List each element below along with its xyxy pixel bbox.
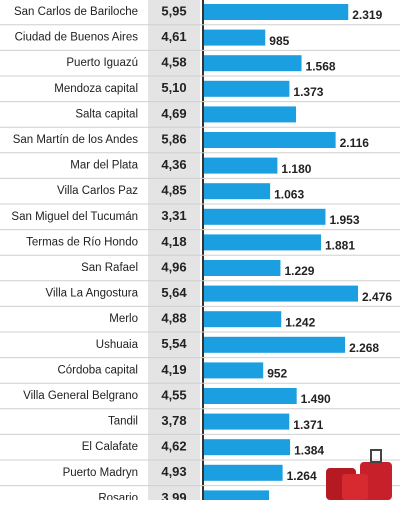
score: 4,55 <box>161 387 186 402</box>
bar <box>204 464 283 481</box>
value-label: 1.881 <box>325 239 355 253</box>
value-label: 1.229 <box>284 264 314 278</box>
bar <box>204 80 290 97</box>
score: 3,78 <box>161 413 186 428</box>
score: 3,99 <box>161 490 186 500</box>
bar <box>204 234 321 251</box>
bar <box>204 157 278 174</box>
value-label: 1.490 <box>301 392 331 406</box>
bar <box>204 336 346 353</box>
score: 5,86 <box>161 131 186 146</box>
value-label: 1.384 <box>294 443 324 457</box>
score: 4,18 <box>161 234 186 249</box>
value-label: 2.319 <box>352 8 382 22</box>
value-label: 985 <box>269 34 289 48</box>
city-name: Merlo <box>109 313 138 325</box>
city-name: Mar del Plata <box>70 160 138 172</box>
score: 5,64 <box>161 285 187 300</box>
city-name: Córdoba capital <box>57 364 138 376</box>
value-label: 2.268 <box>349 341 379 355</box>
score: 5,10 <box>161 80 186 95</box>
bar <box>204 4 349 20</box>
bar <box>204 388 297 404</box>
score: 4,85 <box>161 183 186 198</box>
score: 4,58 <box>161 55 186 70</box>
city-name: San Rafael <box>81 262 138 274</box>
city-name: San Martín de los Andes <box>13 134 139 146</box>
bar <box>204 285 359 302</box>
value-label: 1.264 <box>287 469 317 483</box>
bar <box>204 183 271 200</box>
bar <box>204 311 282 328</box>
city-name: Villa La Angostura <box>46 288 139 300</box>
value-label: 1.953 <box>329 213 359 227</box>
city-name: Tandil <box>108 416 138 428</box>
city-name: Ushuaia <box>96 339 139 351</box>
score: 4,62 <box>161 439 186 454</box>
city-name: Puerto Madryn <box>63 467 138 479</box>
city-name: Salta capital <box>75 108 138 120</box>
bar <box>204 413 290 430</box>
value-label: 2.116 <box>340 136 370 150</box>
bar <box>204 362 264 379</box>
value-label: 1.063 <box>274 187 304 201</box>
score: 4,88 <box>161 311 186 326</box>
score-column <box>148 0 200 500</box>
city-name: Villa Carlos Paz <box>57 185 138 197</box>
city-name: Termas de Río Hondo <box>26 236 138 248</box>
city-name: San Miguel del Tucumán <box>11 211 138 223</box>
city-name: Ciudad de Buenos Aires <box>15 32 139 44</box>
score: 5,95 <box>161 3 186 18</box>
score: 4,19 <box>161 362 186 377</box>
score: 4,36 <box>161 157 186 172</box>
city-name: Puerto Iguazú <box>66 57 138 69</box>
value-label: 1.242 <box>285 315 315 329</box>
rows: San Carlos de Bariloche 5,95 2.319 Ciudad d… <box>0 3 400 505</box>
value-label: 952 <box>267 367 287 381</box>
bar <box>204 106 297 123</box>
city-name: Rosario <box>98 492 138 500</box>
value-label: 1.371 <box>293 418 323 432</box>
value-label: 1.568 <box>306 59 336 73</box>
bar <box>204 260 281 276</box>
score: 4,93 <box>161 464 186 479</box>
city-name: Mendoza capital <box>54 83 138 95</box>
city-name: San Carlos de Bariloche <box>14 6 138 18</box>
score: 4,69 <box>161 106 186 121</box>
value-label: 1.180 <box>281 162 311 176</box>
score: 3,31 <box>161 208 186 223</box>
value-label: 2.476 <box>362 290 392 304</box>
value-label: 1.373 <box>293 85 323 99</box>
bar <box>204 132 336 148</box>
suitcases <box>326 449 392 500</box>
score: 5,54 <box>161 336 187 351</box>
bar <box>204 439 291 456</box>
bar <box>204 55 302 72</box>
score: 4,96 <box>161 259 186 274</box>
city-name: Villa General Belgrano <box>23 390 138 402</box>
bar <box>204 208 326 225</box>
score: 4,61 <box>161 29 186 44</box>
city-name: El Calafate <box>82 441 138 453</box>
bar <box>204 490 269 505</box>
bar <box>204 29 266 46</box>
